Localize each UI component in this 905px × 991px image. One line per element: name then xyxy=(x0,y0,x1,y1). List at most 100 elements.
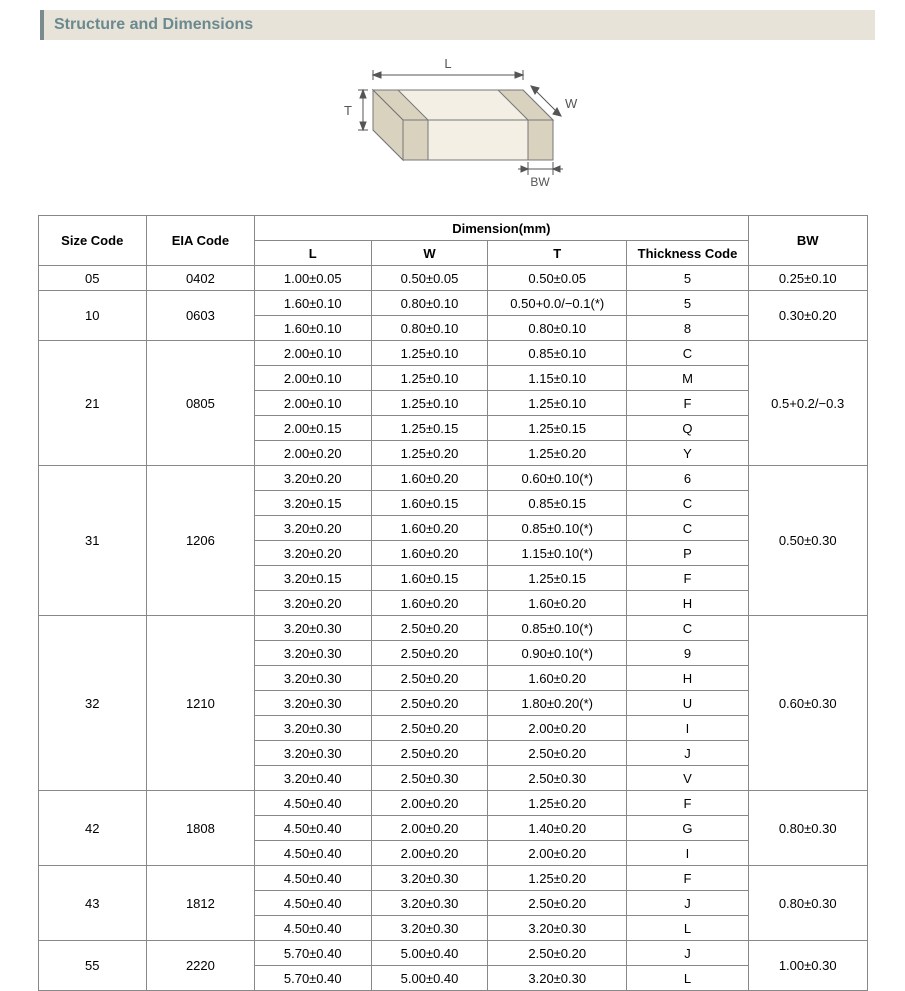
cell-L: 2.00±0.10 xyxy=(254,341,371,366)
cell-L: 3.20±0.20 xyxy=(254,541,371,566)
th-L: L xyxy=(254,241,371,266)
cell-T: 3.20±0.30 xyxy=(488,916,627,941)
cell-L: 1.00±0.05 xyxy=(254,266,371,291)
cell-size: 42 xyxy=(38,791,146,866)
cell-W: 2.50±0.20 xyxy=(371,616,488,641)
cell-T: 1.40±0.20 xyxy=(488,816,627,841)
cell-W: 3.20±0.30 xyxy=(371,866,488,891)
dimension-diagram: L T W BW xyxy=(0,50,905,205)
cell-W: 3.20±0.30 xyxy=(371,891,488,916)
cell-W: 1.25±0.20 xyxy=(371,441,488,466)
cell-tc: C xyxy=(627,516,749,541)
cell-W: 2.00±0.20 xyxy=(371,816,488,841)
cell-tc: M xyxy=(627,366,749,391)
cell-tc: J xyxy=(627,741,749,766)
cell-size: 10 xyxy=(38,291,146,341)
cell-W: 1.60±0.20 xyxy=(371,516,488,541)
table-row: 2108052.00±0.101.25±0.100.85±0.10C0.5+0.… xyxy=(38,341,867,366)
cell-size: 32 xyxy=(38,616,146,791)
cell-tc: 8 xyxy=(627,316,749,341)
cell-tc: 6 xyxy=(627,466,749,491)
cell-T: 2.50±0.20 xyxy=(488,941,627,966)
cell-L: 3.20±0.30 xyxy=(254,741,371,766)
cell-W: 1.60±0.20 xyxy=(371,591,488,616)
diagram-label-BW: BW xyxy=(530,175,550,189)
cell-tc: G xyxy=(627,816,749,841)
cell-tc: C xyxy=(627,491,749,516)
cell-bw: 0.25±0.10 xyxy=(748,266,867,291)
table-row: 4218084.50±0.402.00±0.201.25±0.20F0.80±0… xyxy=(38,791,867,816)
cell-T: 1.25±0.20 xyxy=(488,866,627,891)
cell-T: 1.15±0.10 xyxy=(488,366,627,391)
cell-L: 2.00±0.10 xyxy=(254,391,371,416)
cell-L: 5.70±0.40 xyxy=(254,941,371,966)
cell-bw: 1.00±0.30 xyxy=(748,941,867,991)
cell-L: 2.00±0.15 xyxy=(254,416,371,441)
cell-eia: 1210 xyxy=(146,616,254,791)
th-bw: BW xyxy=(748,216,867,266)
cell-tc: 9 xyxy=(627,641,749,666)
th-T: T xyxy=(488,241,627,266)
th-dim: Dimension(mm) xyxy=(254,216,748,241)
table-row: 1006031.60±0.100.80±0.100.50+0.0/−0.1(*)… xyxy=(38,291,867,316)
cell-T: 0.50+0.0/−0.1(*) xyxy=(488,291,627,316)
cell-L: 2.00±0.20 xyxy=(254,441,371,466)
cell-W: 0.50±0.05 xyxy=(371,266,488,291)
diagram-label-L: L xyxy=(444,56,451,71)
cell-T: 0.85±0.15 xyxy=(488,491,627,516)
cell-size: 05 xyxy=(38,266,146,291)
table-row: 4318124.50±0.403.20±0.301.25±0.20F0.80±0… xyxy=(38,866,867,891)
cell-T: 2.00±0.20 xyxy=(488,716,627,741)
cell-bw: 0.60±0.30 xyxy=(748,616,867,791)
cell-T: 1.25±0.15 xyxy=(488,416,627,441)
cell-T: 0.80±0.10 xyxy=(488,316,627,341)
cell-eia: 1206 xyxy=(146,466,254,616)
table-row: 0504021.00±0.050.50±0.050.50±0.0550.25±0… xyxy=(38,266,867,291)
cell-tc: C xyxy=(627,616,749,641)
cell-eia: 1808 xyxy=(146,791,254,866)
cell-eia: 0402 xyxy=(146,266,254,291)
cell-W: 5.00±0.40 xyxy=(371,966,488,991)
cell-tc: L xyxy=(627,916,749,941)
cell-W: 0.80±0.10 xyxy=(371,291,488,316)
cell-L: 3.20±0.30 xyxy=(254,691,371,716)
cell-tc: C xyxy=(627,341,749,366)
cell-W: 1.25±0.15 xyxy=(371,416,488,441)
cell-tc: 5 xyxy=(627,291,749,316)
cell-L: 3.20±0.15 xyxy=(254,491,371,516)
cell-L: 4.50±0.40 xyxy=(254,816,371,841)
cell-W: 5.00±0.40 xyxy=(371,941,488,966)
cell-L: 4.50±0.40 xyxy=(254,841,371,866)
cell-W: 3.20±0.30 xyxy=(371,916,488,941)
cell-T: 1.60±0.20 xyxy=(488,666,627,691)
cell-tc: L xyxy=(627,966,749,991)
cell-tc: F xyxy=(627,791,749,816)
cell-W: 2.50±0.30 xyxy=(371,766,488,791)
cell-W: 2.50±0.20 xyxy=(371,641,488,666)
cell-tc: J xyxy=(627,941,749,966)
cell-L: 4.50±0.40 xyxy=(254,791,371,816)
cell-T: 1.80±0.20(*) xyxy=(488,691,627,716)
cell-bw: 0.80±0.30 xyxy=(748,791,867,866)
dimensions-table: Size Code EIA Code Dimension(mm) BW L W … xyxy=(38,215,868,991)
cell-tc: H xyxy=(627,591,749,616)
cell-eia: 0805 xyxy=(146,341,254,466)
cell-eia: 2220 xyxy=(146,941,254,991)
table-row: 5522205.70±0.405.00±0.402.50±0.20J1.00±0… xyxy=(38,941,867,966)
cell-tc: Y xyxy=(627,441,749,466)
cell-bw: 0.50±0.30 xyxy=(748,466,867,616)
cell-tc: I xyxy=(627,841,749,866)
th-W: W xyxy=(371,241,488,266)
cell-T: 1.25±0.20 xyxy=(488,441,627,466)
section-title: Structure and Dimensions xyxy=(54,16,865,34)
cell-L: 3.20±0.15 xyxy=(254,566,371,591)
cell-W: 2.00±0.20 xyxy=(371,791,488,816)
table-row: 3212103.20±0.302.50±0.200.85±0.10(*)C0.6… xyxy=(38,616,867,641)
cell-L: 5.70±0.40 xyxy=(254,966,371,991)
cell-L: 4.50±0.40 xyxy=(254,891,371,916)
cell-L: 3.20±0.30 xyxy=(254,666,371,691)
cell-W: 2.50±0.20 xyxy=(371,666,488,691)
cell-L: 3.20±0.20 xyxy=(254,516,371,541)
cell-W: 1.25±0.10 xyxy=(371,391,488,416)
cell-size: 31 xyxy=(38,466,146,616)
